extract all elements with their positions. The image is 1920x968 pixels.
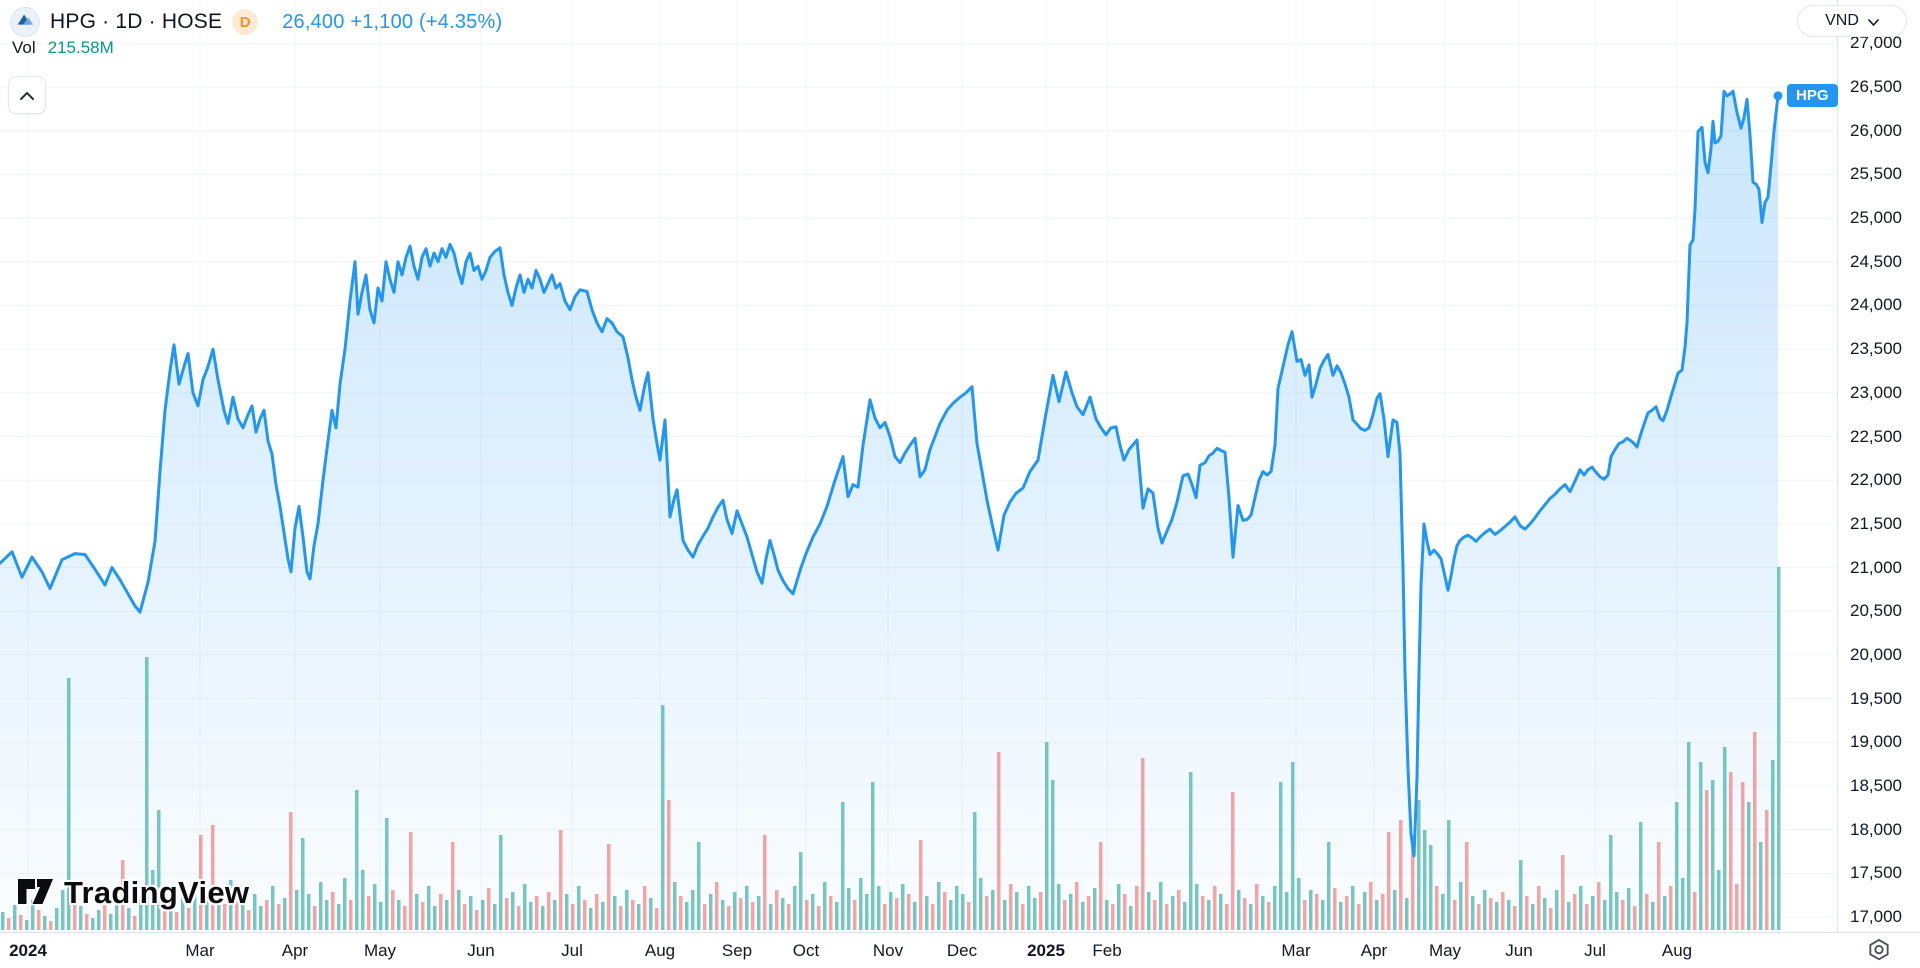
price-axis-label: 27,000: [1850, 33, 1902, 53]
price-axis-label: 19,000: [1850, 732, 1902, 752]
price-area-fill: [0, 91, 1778, 932]
time-axis-label: 2024: [9, 940, 47, 960]
time-axis-label: Dec: [946, 940, 978, 960]
price-axis-label: 20,000: [1850, 644, 1902, 664]
time-axis-label: Feb: [1092, 940, 1122, 960]
price-axis-label: 24,500: [1850, 251, 1902, 271]
price-axis-label: 17,000: [1850, 907, 1902, 926]
collapse-legend-button[interactable]: [8, 76, 46, 114]
tradingview-logo-icon: [16, 872, 56, 913]
time-axis-label: Jul: [1584, 940, 1606, 960]
price-axis-label: 18,000: [1850, 819, 1902, 839]
price-axis[interactable]: 27,000 26,500 26,000 25,500 25,000 24,500 24,0…: [1838, 0, 1920, 932]
time-axis-label: Aug: [1661, 940, 1693, 960]
axis-corner: [1838, 933, 1920, 968]
time-axis-label: Mar: [1281, 940, 1311, 960]
symbol-header: HPG · 1D · HOSE D 26,400 +1,100 (+4.35%): [10, 6, 502, 38]
time-axis-label: Aug: [644, 940, 676, 960]
interval-badge[interactable]: D: [232, 9, 259, 35]
price-axis-label: 23,500: [1850, 339, 1902, 359]
last-price-change: 26,400 +1,100 (+4.35%): [282, 10, 503, 33]
volume-bars: [1, 567, 1781, 930]
last-price-dot: [1773, 91, 1783, 101]
series-price-tag: HPG: [1787, 83, 1838, 107]
time-axis-label: Jun: [1505, 940, 1533, 960]
time-axis-label: May: [1428, 940, 1462, 960]
gear-icon: [1866, 937, 1892, 965]
axis-separator-vertical: [1837, 0, 1838, 968]
price-axis-label: 17,500: [1850, 863, 1902, 883]
time-axis-label: Apr: [281, 940, 309, 960]
chart-canvas[interactable]: [0, 0, 1838, 932]
price-axis-label: 19,500: [1850, 688, 1902, 708]
price-line: [0, 89, 1780, 858]
currency-value: VND: [1825, 12, 1859, 29]
volume-value: 215.58M: [47, 38, 114, 57]
price-axis-label: 20,500: [1850, 601, 1902, 621]
price-axis-label: 24,000: [1850, 295, 1902, 315]
time-axis-label: 2025: [1027, 940, 1065, 960]
symbol-logo[interactable]: [10, 7, 40, 37]
price-axis-label: 25,000: [1850, 208, 1902, 228]
axis-separator-horizontal: [0, 932, 1920, 933]
settings-button[interactable]: [1862, 933, 1896, 968]
time-axis[interactable]: 2024 Mar Apr May Jun Jul Aug Sep Oct Nov Dec 2025 Fe…: [0, 933, 1838, 968]
watermark-text: TradingView: [64, 874, 250, 910]
time-axis-label: Nov: [872, 940, 904, 960]
price-axis-label: 22,000: [1850, 470, 1902, 490]
price-axis-label: 22,500: [1850, 426, 1902, 446]
time-axis-label: Mar: [185, 940, 215, 960]
price-axis-label: 21,000: [1850, 557, 1902, 577]
price-axis-label: 26,500: [1850, 77, 1902, 97]
volume-legend: Vol 215.58M: [12, 38, 114, 58]
time-axis-label: Apr: [1360, 940, 1388, 960]
time-axis-label: Sep: [721, 940, 753, 960]
price-axis-label: 18,500: [1850, 775, 1902, 795]
price-axis-label: 26,000: [1850, 120, 1902, 140]
volume-label: Vol: [12, 38, 36, 57]
time-axis-label: May: [363, 940, 397, 960]
price-axis-label: 25,500: [1850, 164, 1902, 184]
mountain-icon: [14, 9, 36, 36]
chevron-down-icon: [1868, 14, 1879, 29]
currency-selector[interactable]: VND: [1797, 5, 1907, 37]
chevron-up-icon: [20, 88, 34, 103]
price-axis-label: 23,000: [1850, 382, 1902, 402]
time-axis-label: Jul: [561, 940, 583, 960]
time-axis-label: Jun: [467, 940, 495, 960]
symbol-title[interactable]: HPG · 1D · HOSE: [50, 10, 223, 33]
price-axis-label: 21,500: [1850, 513, 1902, 533]
time-axis-label: Oct: [792, 940, 820, 960]
tradingview-watermark[interactable]: TradingView: [16, 872, 249, 913]
